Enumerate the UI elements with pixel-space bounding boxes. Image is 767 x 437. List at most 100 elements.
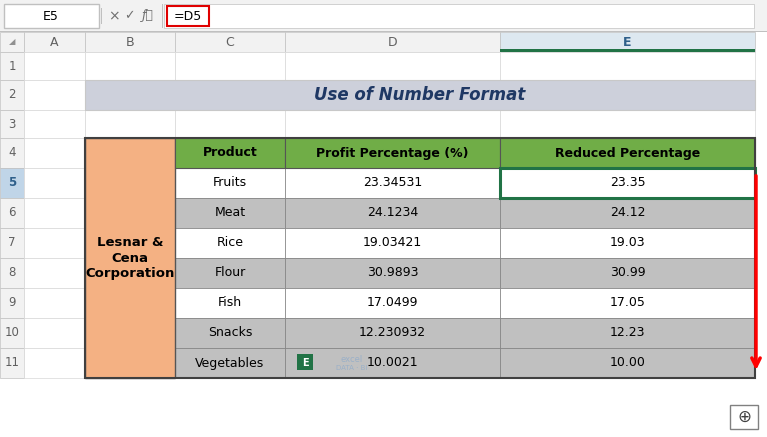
Text: E: E bbox=[624, 35, 632, 49]
Bar bbox=[285, 318, 500, 348]
Text: D: D bbox=[387, 35, 397, 49]
Bar bbox=[500, 80, 755, 110]
Bar bbox=[500, 318, 755, 348]
Bar bbox=[500, 110, 755, 138]
Bar bbox=[500, 348, 755, 378]
Text: B: B bbox=[126, 35, 134, 49]
Text: 23.35: 23.35 bbox=[610, 177, 645, 190]
Bar bbox=[85, 228, 175, 258]
Bar bbox=[500, 258, 755, 288]
Text: 24.12: 24.12 bbox=[610, 207, 645, 219]
Bar bbox=[500, 138, 755, 168]
Text: 24.1234: 24.1234 bbox=[367, 207, 418, 219]
Bar bbox=[85, 80, 755, 110]
Text: E5: E5 bbox=[43, 10, 59, 22]
Bar bbox=[285, 228, 500, 258]
Text: C: C bbox=[225, 35, 235, 49]
Text: 19.03421: 19.03421 bbox=[363, 236, 422, 250]
Bar bbox=[175, 228, 285, 258]
Bar bbox=[500, 168, 755, 198]
Bar bbox=[175, 228, 285, 258]
Bar bbox=[500, 318, 755, 348]
Bar bbox=[167, 6, 209, 26]
Bar bbox=[500, 228, 755, 258]
Bar bbox=[24, 168, 85, 198]
Bar bbox=[500, 348, 755, 378]
Bar bbox=[24, 110, 85, 138]
Bar bbox=[175, 110, 285, 138]
Bar bbox=[500, 32, 755, 52]
Text: ƒ𝑥: ƒ𝑥 bbox=[142, 10, 154, 22]
Text: Fish: Fish bbox=[218, 296, 242, 309]
Text: 9: 9 bbox=[8, 296, 16, 309]
Bar bbox=[164, 4, 754, 28]
Text: Product: Product bbox=[202, 146, 258, 160]
Text: 8: 8 bbox=[8, 267, 15, 280]
Text: =D5: =D5 bbox=[174, 10, 202, 22]
Bar bbox=[285, 258, 500, 288]
Bar bbox=[175, 318, 285, 348]
Bar bbox=[85, 32, 175, 52]
Text: 19.03: 19.03 bbox=[610, 236, 645, 250]
Text: 3: 3 bbox=[8, 118, 15, 131]
Bar bbox=[0, 168, 24, 198]
Bar bbox=[24, 228, 85, 258]
Bar bbox=[175, 168, 285, 198]
Bar bbox=[285, 258, 500, 288]
Bar bbox=[285, 198, 500, 228]
Text: 10.00: 10.00 bbox=[610, 357, 646, 370]
Text: 11: 11 bbox=[5, 357, 19, 370]
Text: 2: 2 bbox=[8, 89, 16, 101]
Bar bbox=[24, 258, 85, 288]
Bar bbox=[24, 318, 85, 348]
Text: Snacks: Snacks bbox=[208, 326, 252, 340]
Bar bbox=[730, 405, 758, 429]
Text: 23.35: 23.35 bbox=[610, 177, 645, 190]
Text: Flour: Flour bbox=[214, 267, 245, 280]
Bar bbox=[285, 288, 500, 318]
Text: 5: 5 bbox=[8, 177, 16, 190]
Text: 30.99: 30.99 bbox=[610, 267, 645, 280]
Bar bbox=[0, 110, 24, 138]
Bar bbox=[285, 168, 500, 198]
Bar bbox=[4, 4, 99, 28]
Bar bbox=[175, 80, 285, 110]
Text: Profit Percentage (%): Profit Percentage (%) bbox=[316, 146, 469, 160]
Bar bbox=[85, 52, 175, 80]
Bar bbox=[0, 80, 24, 110]
Bar bbox=[285, 32, 500, 52]
Bar bbox=[0, 198, 24, 228]
Bar bbox=[500, 258, 755, 288]
Text: 17.05: 17.05 bbox=[610, 296, 646, 309]
Text: 6: 6 bbox=[8, 207, 16, 219]
Bar bbox=[285, 228, 500, 258]
Bar bbox=[285, 80, 500, 110]
Bar bbox=[500, 288, 755, 318]
Bar bbox=[500, 228, 755, 258]
Bar bbox=[0, 318, 24, 348]
Bar bbox=[175, 198, 285, 228]
Bar bbox=[175, 138, 285, 168]
Bar bbox=[175, 258, 285, 288]
Bar bbox=[85, 198, 175, 228]
Bar bbox=[85, 168, 175, 198]
Bar bbox=[285, 198, 500, 228]
Bar bbox=[175, 288, 285, 318]
Text: Rice: Rice bbox=[216, 236, 243, 250]
Text: ⊕: ⊕ bbox=[737, 408, 751, 426]
Bar bbox=[500, 49, 755, 52]
Bar bbox=[285, 288, 500, 318]
Bar bbox=[85, 138, 175, 378]
Bar bbox=[175, 318, 285, 348]
Bar bbox=[500, 198, 755, 228]
Bar bbox=[175, 198, 285, 228]
Text: ×: × bbox=[108, 9, 120, 23]
Bar bbox=[175, 32, 285, 52]
Bar bbox=[500, 138, 755, 168]
Text: Lesnar &
Cena
Corporation: Lesnar & Cena Corporation bbox=[85, 236, 175, 280]
Bar bbox=[0, 348, 24, 378]
Text: Use of Number Format: Use of Number Format bbox=[314, 86, 525, 104]
Bar bbox=[85, 288, 175, 318]
Text: excel: excel bbox=[341, 356, 363, 364]
Text: DATA · BI: DATA · BI bbox=[336, 365, 367, 371]
